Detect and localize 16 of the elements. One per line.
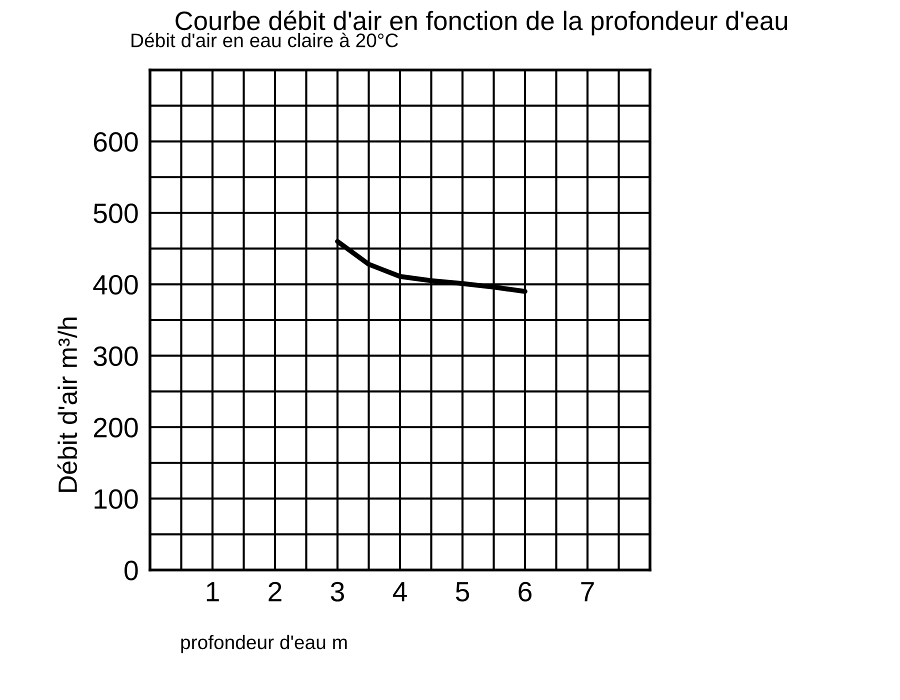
y-tick-label: 100 xyxy=(94,489,138,509)
x-axis-title: profondeur d'eau m xyxy=(181,634,347,654)
x-tick-label: 1 xyxy=(206,582,219,602)
x-tick-label: 4 xyxy=(392,582,407,602)
y-tick-label: 500 xyxy=(94,204,138,224)
y-tick-label: 400 xyxy=(93,274,138,295)
y-tick-label: 600 xyxy=(94,132,138,152)
y-axis-title: Débit d'air m³/h xyxy=(57,318,78,492)
y-tick-label: 200 xyxy=(94,418,138,438)
x-tick-label: 7 xyxy=(581,582,594,602)
y-tick-label: 300 xyxy=(94,346,138,366)
y-tick-label: 0 xyxy=(124,560,138,580)
x-tick-label: 3 xyxy=(330,582,344,602)
x-tick-label: 6 xyxy=(518,582,532,602)
x-tick-label: 5 xyxy=(456,582,470,602)
x-tick-label: 2 xyxy=(268,582,282,602)
